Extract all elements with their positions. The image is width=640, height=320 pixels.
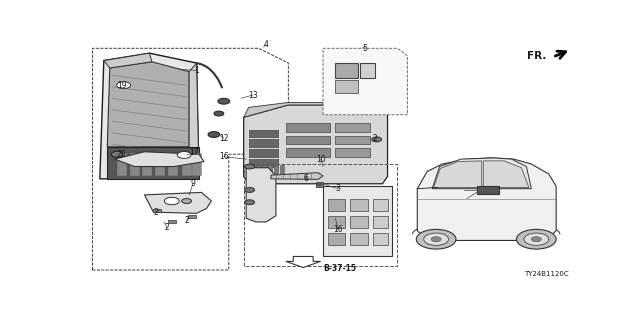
Bar xyxy=(335,63,358,78)
Text: 13: 13 xyxy=(248,91,257,100)
Circle shape xyxy=(372,137,381,142)
Polygon shape xyxy=(244,102,388,117)
Bar xyxy=(168,153,177,175)
Polygon shape xyxy=(168,220,176,223)
Circle shape xyxy=(317,183,323,186)
Bar xyxy=(262,165,266,178)
Bar xyxy=(286,124,330,132)
Polygon shape xyxy=(434,161,482,188)
Bar xyxy=(328,198,346,211)
Bar xyxy=(249,149,278,157)
Text: 2: 2 xyxy=(184,216,189,225)
Polygon shape xyxy=(108,147,199,179)
Text: 16: 16 xyxy=(333,225,343,234)
Circle shape xyxy=(111,151,123,157)
Text: 3: 3 xyxy=(335,184,340,193)
Text: 4: 4 xyxy=(264,40,268,49)
Text: 1: 1 xyxy=(194,66,199,75)
Polygon shape xyxy=(432,158,531,189)
Bar xyxy=(256,165,260,178)
Circle shape xyxy=(416,229,456,249)
Polygon shape xyxy=(323,48,408,115)
Text: FR.: FR. xyxy=(527,51,547,61)
Bar xyxy=(249,159,278,166)
Text: 2: 2 xyxy=(372,134,378,143)
Text: 16: 16 xyxy=(219,152,228,161)
Bar xyxy=(350,233,367,245)
Text: 19: 19 xyxy=(117,81,127,90)
Polygon shape xyxy=(115,152,204,166)
Polygon shape xyxy=(483,161,529,188)
Bar xyxy=(142,153,151,175)
Text: 6: 6 xyxy=(303,174,308,183)
Bar xyxy=(129,153,138,175)
Bar xyxy=(280,165,284,178)
Circle shape xyxy=(244,188,255,192)
Circle shape xyxy=(164,197,179,205)
Bar xyxy=(335,148,370,157)
Polygon shape xyxy=(417,158,556,240)
Polygon shape xyxy=(153,209,161,212)
Text: B-37-15: B-37-15 xyxy=(323,264,356,273)
Polygon shape xyxy=(104,53,152,68)
Bar xyxy=(249,130,278,137)
Bar xyxy=(182,153,191,175)
Circle shape xyxy=(244,200,255,205)
Polygon shape xyxy=(145,192,211,213)
Text: 2: 2 xyxy=(154,208,158,217)
Bar xyxy=(350,216,367,228)
Text: 9: 9 xyxy=(191,179,196,188)
Text: 5: 5 xyxy=(363,44,367,53)
Polygon shape xyxy=(316,182,323,187)
Bar xyxy=(350,198,367,211)
Polygon shape xyxy=(189,63,199,179)
Polygon shape xyxy=(244,105,388,184)
Polygon shape xyxy=(271,173,323,179)
Bar xyxy=(477,186,499,194)
Bar xyxy=(286,148,330,157)
Bar xyxy=(335,80,358,92)
Bar xyxy=(268,165,272,178)
Bar xyxy=(117,153,126,175)
Circle shape xyxy=(208,132,220,138)
Bar xyxy=(372,233,388,245)
Polygon shape xyxy=(100,53,199,179)
Bar xyxy=(372,216,388,228)
Circle shape xyxy=(431,237,441,242)
Circle shape xyxy=(218,98,230,104)
Circle shape xyxy=(424,233,449,245)
Text: 17: 17 xyxy=(189,148,199,157)
Bar xyxy=(156,153,164,175)
Bar xyxy=(335,124,370,132)
Text: 12: 12 xyxy=(219,134,228,143)
Polygon shape xyxy=(246,168,276,222)
Polygon shape xyxy=(108,62,189,147)
Text: 2: 2 xyxy=(164,223,169,232)
Polygon shape xyxy=(323,186,392,256)
Circle shape xyxy=(244,164,255,169)
Polygon shape xyxy=(188,215,196,218)
Circle shape xyxy=(214,111,224,116)
Bar xyxy=(360,63,375,78)
Bar xyxy=(335,136,370,144)
Bar xyxy=(249,140,278,147)
Bar xyxy=(328,216,346,228)
Bar xyxy=(328,233,346,245)
Bar xyxy=(191,153,200,175)
Polygon shape xyxy=(286,256,321,268)
Bar xyxy=(274,165,278,178)
Circle shape xyxy=(516,229,556,249)
Bar xyxy=(372,198,388,211)
Circle shape xyxy=(182,198,191,204)
Circle shape xyxy=(524,233,548,245)
Circle shape xyxy=(116,82,131,89)
Circle shape xyxy=(177,151,191,158)
Text: TY24B1120C: TY24B1120C xyxy=(524,271,568,277)
Text: 20: 20 xyxy=(116,150,126,159)
Bar xyxy=(286,136,330,144)
Text: 10: 10 xyxy=(316,155,325,164)
Circle shape xyxy=(531,237,541,242)
